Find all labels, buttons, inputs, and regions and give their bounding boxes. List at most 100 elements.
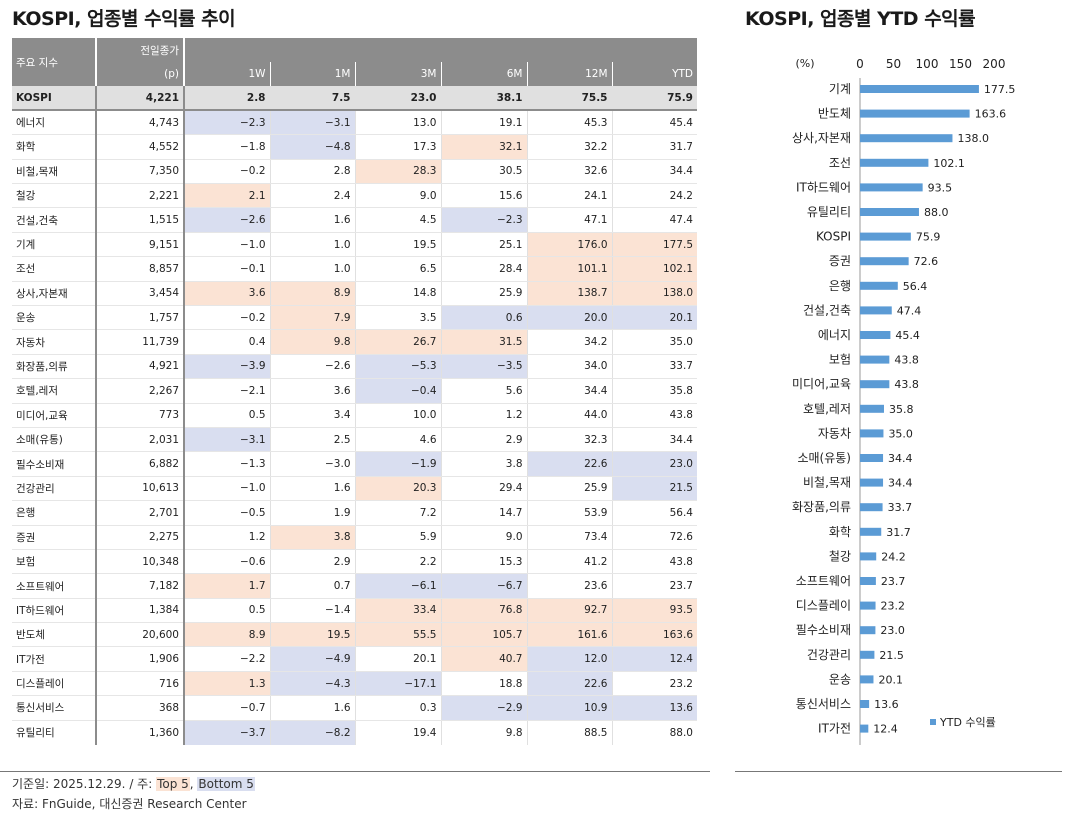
category-label: 화학 bbox=[829, 525, 851, 539]
row-value: 41.2 bbox=[526, 549, 612, 575]
row-value: 19.1 bbox=[440, 110, 527, 136]
category-label: 증권 bbox=[829, 254, 851, 268]
row-value: −3.7 bbox=[183, 720, 270, 745]
legend-swatch bbox=[930, 719, 936, 725]
row-value: 31.7 bbox=[611, 134, 697, 160]
bar bbox=[860, 331, 891, 339]
row-value: 10.0 bbox=[354, 403, 441, 428]
table-row: 유틸리티 1,360 −3.7 −8.2 19.4 9.8 88.5 88.0 bbox=[12, 720, 697, 745]
row-value: 22.6 bbox=[526, 671, 612, 697]
row-value: −4.8 bbox=[269, 134, 355, 160]
category-label: 보험 bbox=[829, 353, 851, 367]
row-value: 73.4 bbox=[526, 525, 612, 550]
row-name: 화학 bbox=[12, 134, 97, 160]
bar bbox=[860, 650, 875, 659]
value-label: 75.9 bbox=[916, 231, 941, 244]
category-label: 통신서비스 bbox=[796, 697, 851, 711]
value-label: 43.8 bbox=[894, 354, 919, 367]
row-value: 0.5 bbox=[183, 403, 270, 428]
x-tick-label: 50 bbox=[886, 57, 901, 71]
category-label: 철강 bbox=[829, 549, 851, 563]
row-value: 3.5 bbox=[354, 305, 441, 331]
row-value: 138.7 bbox=[526, 281, 612, 307]
row-value: 1.6 bbox=[269, 695, 355, 721]
table-row: IT하드웨어 1,384 0.5 −1.4 33.4 76.8 92.7 93.5 bbox=[12, 598, 697, 624]
row-value: 177.5 bbox=[611, 232, 697, 258]
value-label: 35.0 bbox=[888, 427, 913, 440]
row-value: 2.1 bbox=[183, 183, 270, 209]
value-label: 33.7 bbox=[888, 501, 913, 514]
ytd-bar-chart: (%) 0 50 100 150 200 기계 177.5 반도체 163.6 상사,자본재 138.… bbox=[792, 57, 1015, 745]
row-value: 43.8 bbox=[611, 549, 697, 575]
category-label: 에너지 bbox=[818, 328, 851, 342]
row-close: 1,515 bbox=[96, 207, 185, 233]
row-value: 4.6 bbox=[354, 427, 441, 453]
row-value: −6.7 bbox=[440, 573, 527, 599]
row-value: 3.8 bbox=[269, 525, 355, 550]
row-close: 2,031 bbox=[96, 427, 185, 453]
value-label: 31.7 bbox=[886, 526, 911, 539]
row-value: 163.6 bbox=[611, 622, 697, 648]
row-value: 92.7 bbox=[526, 598, 612, 624]
row-name: 화장품,의류 bbox=[12, 354, 97, 380]
table-bottom-rule bbox=[0, 771, 710, 772]
table-row: 화학 4,552 −1.8 −4.8 17.3 32.1 32.2 31.7 bbox=[12, 134, 697, 160]
row-value: 0.5 bbox=[183, 598, 270, 624]
table-row: 건설,건축 1,515 −2.6 1.6 4.5 −2.3 47.1 47.4 bbox=[12, 207, 697, 233]
x-tick-label: 200 bbox=[983, 57, 1006, 71]
category-label: 미디어,교육 bbox=[792, 377, 851, 391]
row-close: 2,701 bbox=[96, 500, 185, 526]
row-value: 32.1 bbox=[440, 134, 527, 160]
bar bbox=[860, 281, 898, 290]
footnote: 기준일: 2025.12.29. / 주: Top 5, Bottom 5 bbox=[12, 775, 255, 792]
table-row: IT가전 1,906 −2.2 −4.9 20.1 40.7 12.0 12.4 bbox=[12, 646, 697, 672]
row-value: 3.8 bbox=[440, 451, 527, 477]
row-close: 2,275 bbox=[96, 525, 185, 550]
row-value: 2.8 bbox=[183, 86, 270, 112]
row-name: 비철,목재 bbox=[12, 159, 97, 185]
category-label: 운송 bbox=[829, 672, 851, 686]
row-value: 1.7 bbox=[183, 573, 270, 599]
chart-bottom-rule bbox=[735, 771, 1062, 772]
row-name: 자동차 bbox=[12, 329, 97, 355]
row-value: 47.1 bbox=[526, 207, 612, 233]
category-label: IT하드웨어 bbox=[796, 180, 851, 194]
row-value: 14.8 bbox=[354, 281, 441, 307]
table-row: 소매(유통) 2,031 −3.1 2.5 4.6 2.9 32.3 34.4 bbox=[12, 427, 697, 453]
row-value: 14.7 bbox=[440, 500, 527, 526]
row-value: 34.0 bbox=[526, 354, 612, 380]
category-label: 호텔,레저 bbox=[803, 402, 851, 416]
value-label: 47.4 bbox=[897, 304, 922, 317]
row-name: IT하드웨어 bbox=[12, 598, 97, 624]
header-period: 12M bbox=[526, 62, 612, 86]
row-value: 18.8 bbox=[440, 671, 527, 697]
row-name: 필수소비재 bbox=[12, 451, 97, 477]
row-value: 1.6 bbox=[269, 476, 355, 502]
row-value: −6.1 bbox=[354, 573, 441, 599]
row-close: 20,600 bbox=[96, 622, 185, 648]
row-close: 1,906 bbox=[96, 646, 185, 672]
row-value: −0.2 bbox=[183, 159, 270, 185]
value-label: 21.5 bbox=[879, 649, 904, 662]
row-value: −3.1 bbox=[183, 427, 270, 453]
row-value: 105.7 bbox=[440, 622, 527, 648]
row-name: 건설,건축 bbox=[12, 207, 97, 233]
row-value: 25.9 bbox=[526, 476, 612, 502]
row-value: −2.6 bbox=[269, 354, 355, 380]
bar bbox=[860, 552, 877, 561]
row-value: 34.4 bbox=[611, 427, 697, 453]
row-name: 소프트웨어 bbox=[12, 573, 97, 599]
row-name: 운송 bbox=[12, 305, 97, 331]
row-name: 상사,자본재 bbox=[12, 281, 97, 307]
footnote-sep: , bbox=[189, 777, 198, 791]
table-row: 비철,목재 7,350 −0.2 2.8 28.3 30.5 32.6 34.4 bbox=[12, 159, 697, 185]
row-value: 1.3 bbox=[183, 671, 270, 697]
row-value: 2.5 bbox=[269, 427, 355, 453]
row-value: 8.9 bbox=[269, 281, 355, 307]
category-label: 필수소비재 bbox=[796, 623, 851, 637]
row-close: 773 bbox=[96, 403, 185, 428]
row-name: 통신서비스 bbox=[12, 695, 97, 721]
category-label: 비철,목재 bbox=[803, 476, 851, 490]
row-value: 26.7 bbox=[354, 329, 441, 355]
category-label: 은행 bbox=[829, 278, 851, 293]
